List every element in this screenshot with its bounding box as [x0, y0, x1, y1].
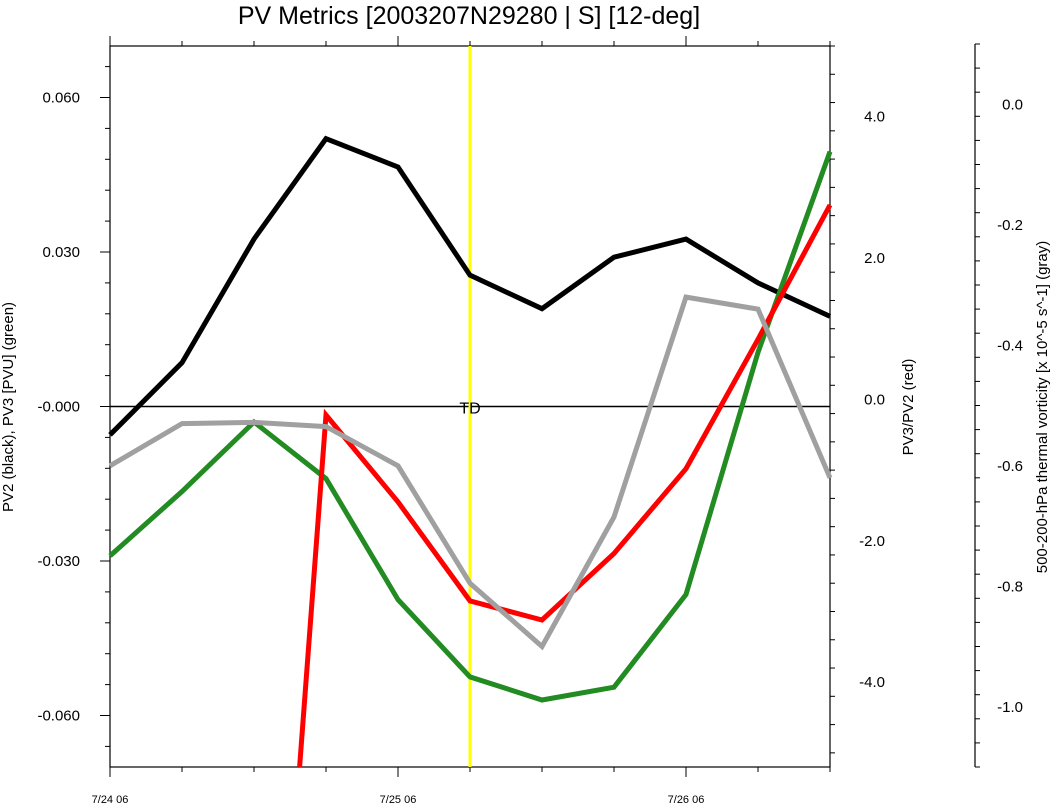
right-axis-tick-label: -0.6: [997, 458, 1023, 475]
series-line-middle-FF0000: [297, 203, 833, 768]
series-lines: [108, 46, 833, 768]
x-axis-tick-label: 7/25 06: [380, 794, 417, 805]
right-axis-tick-label: -0.4: [997, 337, 1023, 354]
series-line-left-000000: [108, 135, 832, 437]
x-axis-tick-label: 7/24 06: [92, 794, 129, 805]
tick-labels: 0.060 0.030 -0.000 -0.030 -0.060 4.0 2.0 0.0 -2.…: [37, 90, 1023, 805]
storm-stage-label: TD: [459, 401, 480, 418]
middle-axis-tick-label: 2.0: [864, 250, 885, 267]
middle-axis-tick-label: -2.0: [859, 533, 885, 550]
axes: [100, 36, 980, 777]
left-axis-label: PV2 (black), PV3 [PVU] (green): [0, 302, 17, 512]
right-axis-tick-label: -1.0: [997, 699, 1023, 716]
series-line-right-A0A0A0: [108, 294, 833, 651]
x-axis-tick-label: 7/26 06: [668, 794, 705, 805]
middle-axis-label: PV3/PV2 (red): [900, 359, 917, 456]
left-axis-tick-label: -0.060: [37, 708, 80, 725]
right-axis-tick-label: -0.8: [997, 578, 1023, 595]
middle-axis-tick-label: 0.0: [864, 391, 885, 408]
series-line-left-228B22: [108, 150, 833, 703]
right-axis-tick-label: -0.2: [997, 217, 1023, 234]
left-axis-tick-label: -0.030: [37, 553, 80, 570]
right-axis-tick-label: 0.0: [1002, 96, 1023, 113]
right-axis-label: 500-200-hPa thermal vorticity [x 10^-5 s…: [1034, 241, 1051, 574]
middle-axis-tick-label: -4.0: [859, 674, 885, 691]
chart-title: PV Metrics [2003207N29280 | S] [12-deg]: [238, 2, 700, 30]
left-axis-tick-label: 0.060: [42, 90, 80, 107]
left-axis-tick-label: -0.000: [37, 399, 80, 416]
middle-axis-tick-label: 4.0: [864, 109, 885, 126]
left-axis-tick-label: 0.030: [42, 244, 80, 261]
